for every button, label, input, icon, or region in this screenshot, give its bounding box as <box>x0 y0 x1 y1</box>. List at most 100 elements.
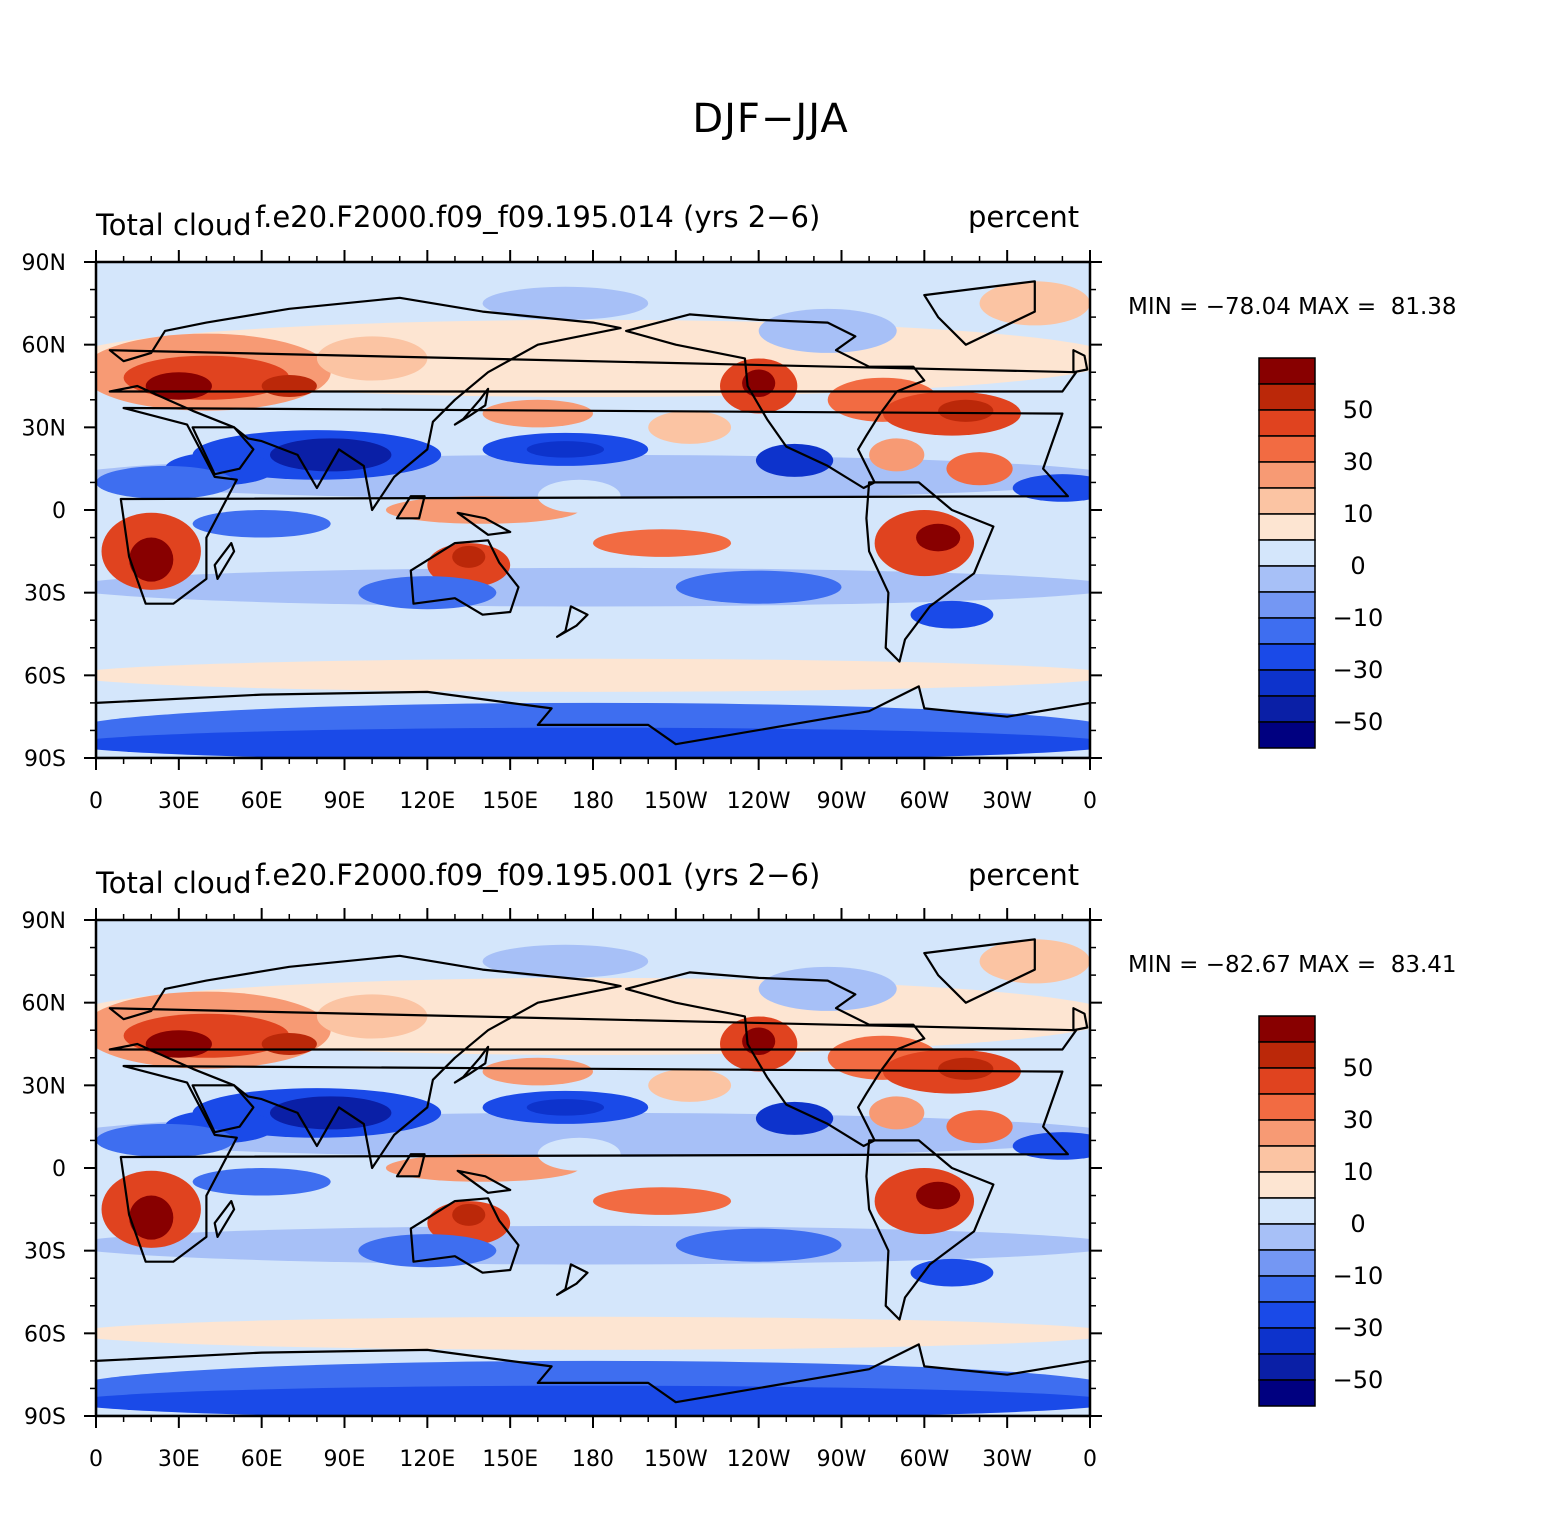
coastline-greenland <box>923 938 1036 1004</box>
central-asia-max <box>261 374 317 398</box>
coastline-antarctica <box>96 685 1090 758</box>
legend-swatch <box>1258 383 1316 411</box>
max-value: 81.38 <box>1390 294 1457 320</box>
indian-ocean-cold <box>358 576 497 610</box>
min-value: −78.04 <box>1205 294 1291 320</box>
min-max-readout: MIN = −78.04 MAX = 81.38 <box>1128 294 1457 320</box>
lat-tick-label: 0 <box>52 1157 66 1182</box>
coastline-africa <box>119 1064 1069 1263</box>
legend-swatch <box>1258 1197 1316 1225</box>
coastline-newguinea <box>456 1169 512 1194</box>
legend-swatch <box>1258 1249 1316 1277</box>
map-svg: 90N 60N 30N 0 30S 60S 90S 0 30E 60E 90E 120E 150E 180… <box>22 908 1383 1472</box>
lon-tick-label: 30E <box>158 789 200 814</box>
satl-cold <box>910 1258 994 1287</box>
legend-swatch <box>1258 1041 1316 1069</box>
legend-swatch <box>1258 487 1316 515</box>
carib-warm <box>869 1096 925 1130</box>
lon-tick-label: 90E <box>324 789 366 814</box>
legend-swatch <box>1258 591 1316 619</box>
lon-tick-label: 150E <box>482 1447 538 1472</box>
lon-tick-label: 90W <box>817 1447 867 1472</box>
legend-swatch <box>1258 1119 1316 1147</box>
legend-swatch <box>1258 1353 1316 1381</box>
legend-swatch <box>1258 1379 1316 1407</box>
axis-ticks: 90N 60N 30N 0 30S 60S 90S 0 30E 60E 90E 120E 150E 180… <box>22 250 1102 814</box>
africa-max <box>129 537 174 582</box>
tropatl-warm <box>946 1110 1013 1144</box>
indian-eq-cold <box>192 1168 331 1196</box>
indian-eq-cold <box>192 510 331 538</box>
legend-label: 50 <box>1343 1054 1374 1082</box>
lat-tick-label: 60N <box>22 334 66 359</box>
axis-ticks: 90N 60N 30N 0 30S 60S 90S 0 30E 60E 90E 120E 150E 180… <box>22 908 1102 1472</box>
tropatl-warm <box>946 452 1013 486</box>
coastline-madagascar <box>213 542 236 580</box>
australia-max <box>452 1203 486 1226</box>
legend-swatch <box>1258 1171 1316 1199</box>
siberia-warm <box>316 994 428 1039</box>
lat-tick-label: 30S <box>24 1240 66 1265</box>
lon-tick-label: 30W <box>982 789 1032 814</box>
coastline-samerica <box>865 1139 995 1321</box>
lat-tick-label: 90S <box>24 747 66 772</box>
spcz-warm <box>593 529 732 557</box>
natl-max <box>938 399 994 422</box>
color-legend: 50 30 10 0 −10 −30 −50 <box>1258 1015 1383 1407</box>
legend-swatch <box>1258 1275 1316 1303</box>
legend-swatch <box>1258 513 1316 541</box>
europe-max <box>145 372 212 400</box>
legend-label: 30 <box>1343 448 1374 476</box>
indian-ocean-cold <box>358 1234 497 1268</box>
legend-swatch <box>1258 539 1316 567</box>
npac-warm <box>482 399 593 428</box>
coastline-antarctica <box>96 1343 1090 1416</box>
legend-swatch <box>1258 1327 1316 1355</box>
center-title: f.e20.F2000.f09_f09.195.014 (yrs 2−6) <box>255 200 821 234</box>
left-title: Total cloud <box>96 866 252 900</box>
legend-label: 50 <box>1343 396 1374 424</box>
legend-swatch <box>1258 461 1316 489</box>
lon-tick-label: 120E <box>399 789 455 814</box>
lon-tick-label: 90W <box>817 789 867 814</box>
lat-tick-label: 60S <box>24 664 66 689</box>
europe-max <box>145 1030 212 1058</box>
sh-subtropic-band <box>96 567 1090 607</box>
map-svg: 90N 60N 30N 0 30S 60S 90S 0 30E 60E 90E 120E 150E 180… <box>22 250 1383 814</box>
lat-tick-label: 60N <box>22 992 66 1017</box>
coastline-arabia <box>191 1084 255 1134</box>
right-title: percent <box>968 858 1080 892</box>
lon-tick-label: 0 <box>89 1447 103 1472</box>
india-min <box>269 438 392 472</box>
so-band <box>96 614 1090 670</box>
lat-tick-label: 90N <box>22 909 66 934</box>
lon-tick-label: 90E <box>324 1447 366 1472</box>
lon-tick-label: 60W <box>899 789 949 814</box>
npac-warm <box>482 1057 593 1086</box>
coastline-borneo <box>395 495 426 520</box>
coastline-borneo <box>395 1153 426 1178</box>
coastline-uk <box>1072 349 1089 374</box>
coastline-madagascar <box>213 1200 236 1238</box>
legend-swatch <box>1258 617 1316 645</box>
so-pale-band <box>96 1316 1090 1350</box>
lon-tick-label: 150W <box>644 789 708 814</box>
legend-swatch <box>1258 1223 1316 1251</box>
min-label: MIN = <box>1128 294 1199 320</box>
carib-warm <box>869 438 925 472</box>
coastline-australia <box>409 1197 520 1274</box>
legend-swatch <box>1258 1067 1316 1095</box>
sahel-cold <box>96 465 235 499</box>
australia-max <box>452 545 486 568</box>
antarctic-deep <box>96 1385 1090 1416</box>
lat-tick-label: 0 <box>52 499 66 524</box>
coastline-japan <box>453 1045 490 1084</box>
legend-swatch <box>1258 695 1316 723</box>
lon-tick-label: 120W <box>727 789 791 814</box>
lon-tick-label: 150W <box>644 1447 708 1472</box>
chukchi-cold <box>482 286 649 320</box>
lon-tick-label: 30E <box>158 1447 200 1472</box>
coastline-australia <box>409 539 520 616</box>
tropatl-cold <box>1012 474 1090 502</box>
india-min <box>269 1096 392 1130</box>
